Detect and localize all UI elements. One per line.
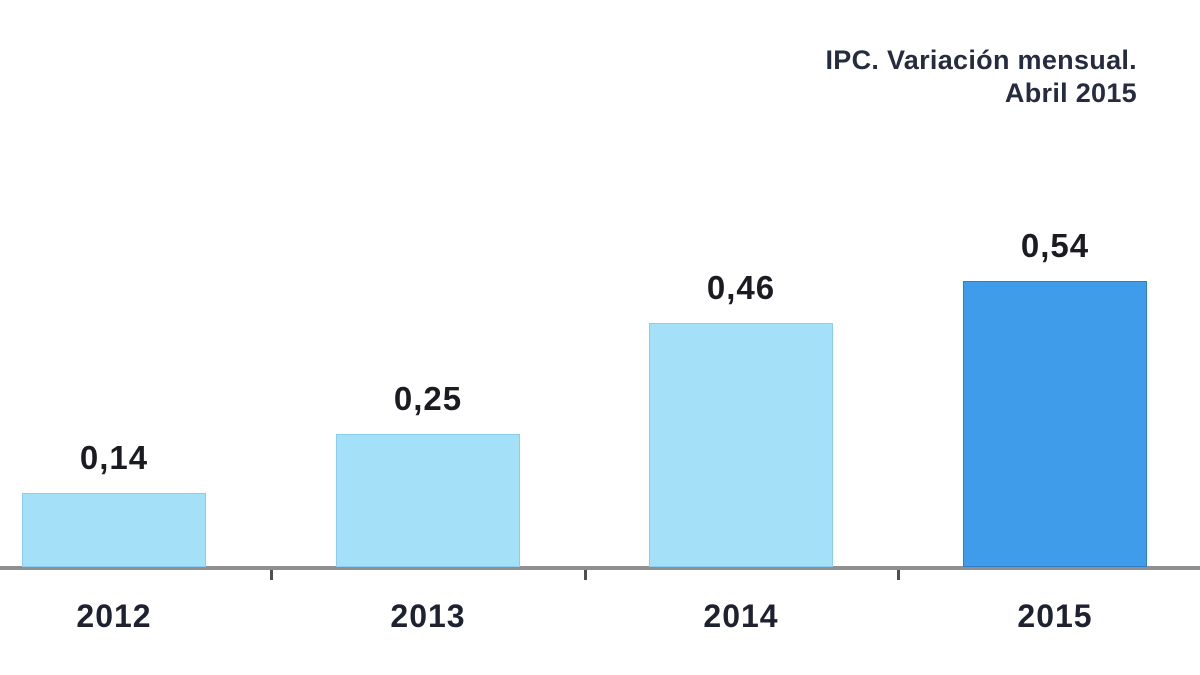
value-label-2013: 0,25: [393, 380, 463, 417]
chart-title: IPC. Variación mensual. Abril 2015: [825, 44, 1137, 110]
x-axis-label-2014: 2014: [703, 598, 779, 634]
value-label-2015: 0,54: [1020, 227, 1090, 264]
bar-2013: [336, 434, 520, 567]
x-axis-tick: [584, 570, 587, 580]
x-axis-tick: [897, 570, 900, 580]
bar-2012: [22, 493, 206, 567]
value-label-2012: 0,14: [79, 439, 149, 476]
bar-2014: [649, 323, 833, 567]
x-axis-line: [0, 566, 1200, 570]
x-axis-tick: [270, 570, 273, 580]
x-axis-label-2015: 2015: [1017, 598, 1093, 634]
chart-title-line2: Abril 2015: [1004, 78, 1137, 108]
chart-title-line1: IPC. Variación mensual.: [825, 45, 1137, 75]
x-axis-label-2012: 2012: [76, 598, 152, 634]
bar-2015: [963, 281, 1147, 567]
x-axis-label-2013: 2013: [390, 598, 466, 634]
value-label-2014: 0,46: [706, 269, 776, 306]
